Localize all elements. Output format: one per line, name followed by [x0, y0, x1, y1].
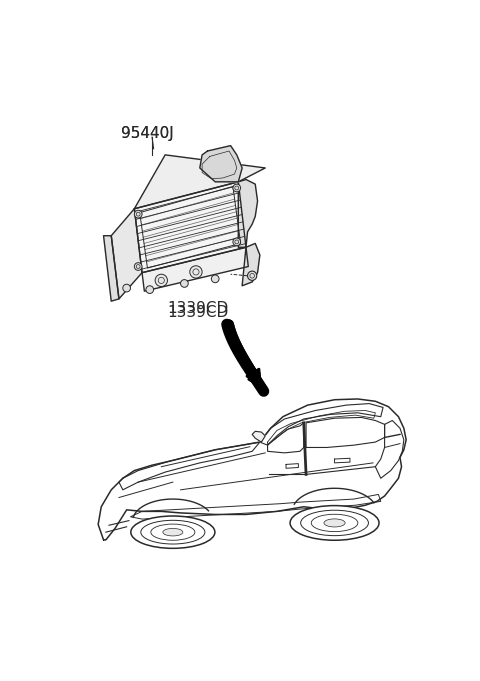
Polygon shape	[104, 236, 119, 301]
Ellipse shape	[163, 528, 183, 536]
Circle shape	[123, 284, 131, 292]
Polygon shape	[242, 243, 260, 286]
Polygon shape	[200, 146, 242, 182]
Polygon shape	[98, 399, 406, 540]
Circle shape	[233, 238, 240, 246]
Text: 95440J: 95440J	[121, 127, 174, 142]
Polygon shape	[111, 209, 142, 299]
Polygon shape	[134, 155, 265, 209]
Text: 95440J: 95440J	[121, 127, 174, 142]
Ellipse shape	[131, 516, 215, 548]
Ellipse shape	[324, 519, 345, 527]
Circle shape	[146, 286, 154, 294]
Polygon shape	[142, 247, 248, 291]
Circle shape	[233, 184, 240, 192]
Circle shape	[180, 280, 188, 287]
Polygon shape	[238, 180, 258, 247]
Circle shape	[190, 266, 202, 278]
Ellipse shape	[290, 505, 379, 540]
Circle shape	[134, 210, 142, 218]
Circle shape	[211, 275, 219, 283]
Text: 1339CD: 1339CD	[168, 301, 229, 316]
Circle shape	[134, 263, 142, 270]
Polygon shape	[252, 431, 265, 442]
Circle shape	[248, 271, 257, 281]
Polygon shape	[134, 182, 246, 272]
Circle shape	[155, 274, 168, 287]
Text: 1339CD: 1339CD	[168, 305, 229, 320]
